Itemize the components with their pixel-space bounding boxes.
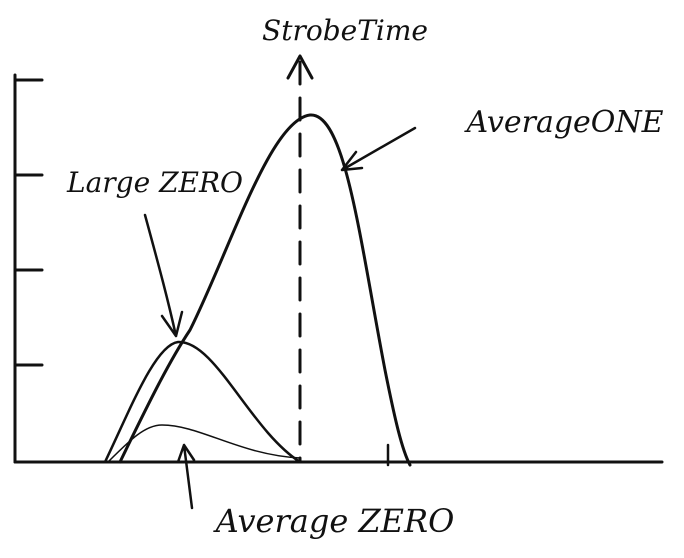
average-zero-curve bbox=[107, 424, 301, 463]
large-zero-curve bbox=[103, 340, 302, 464]
large-zero-label: Large ZERO bbox=[66, 166, 243, 199]
average-zero-arrow bbox=[176, 443, 196, 510]
strobe-arrowhead bbox=[286, 54, 314, 80]
average-one-arrow bbox=[340, 126, 417, 172]
large-zero-arrow bbox=[143, 213, 184, 338]
average-zero-label: Average ZERO bbox=[213, 502, 455, 540]
strobe-time-label: StrobeTime bbox=[262, 14, 428, 47]
average-one-label: AverageONE bbox=[463, 105, 663, 140]
average-one-curve bbox=[118, 113, 412, 467]
